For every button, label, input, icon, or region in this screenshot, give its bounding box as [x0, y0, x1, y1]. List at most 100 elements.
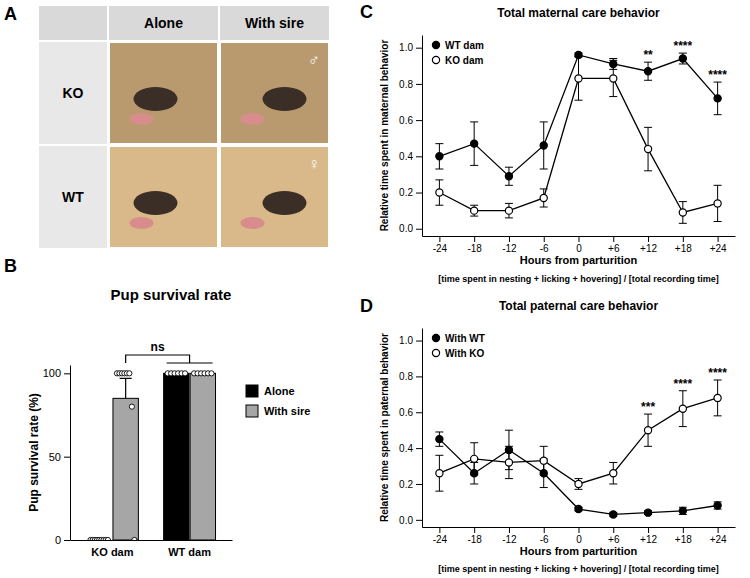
error-bar — [575, 479, 583, 490]
error-bar — [679, 391, 687, 427]
tick-label: -18 — [467, 534, 482, 545]
error-bar — [505, 446, 513, 478]
data-point — [575, 75, 582, 82]
tick-label: 0.4 — [399, 443, 413, 454]
tick-mark — [64, 373, 70, 374]
legend: WT damKO dam — [432, 40, 484, 66]
photo-mouse — [134, 191, 178, 215]
error-bar — [714, 380, 722, 416]
photo-pups — [241, 113, 265, 125]
data-point — [505, 173, 512, 180]
tick: 100 — [43, 367, 70, 379]
y-axis: 050100 — [43, 366, 71, 547]
data-point — [644, 145, 651, 152]
data-point — [436, 436, 443, 443]
tick-label: -18 — [467, 243, 482, 254]
plot-area — [435, 51, 721, 223]
tick-mark — [613, 527, 614, 533]
error-bar — [435, 144, 443, 169]
data-point — [105, 537, 110, 540]
tick-label: 100 — [43, 367, 61, 379]
legend-marker — [432, 56, 439, 63]
tick: -18 — [467, 527, 482, 545]
tick-mark — [416, 48, 422, 49]
data-point — [540, 194, 547, 201]
significance-label: **** — [673, 377, 692, 391]
tick-label: +12 — [640, 534, 657, 545]
tick-mark — [718, 527, 719, 533]
photo-pups — [241, 217, 265, 229]
tick-label: 1.0 — [399, 42, 413, 53]
photo — [220, 146, 329, 248]
error-bar — [714, 82, 722, 115]
error-bar — [644, 127, 652, 170]
tick: 0.8 — [399, 371, 422, 382]
tick-mark — [416, 341, 422, 342]
tick-label: 0.6 — [399, 407, 413, 418]
data-point — [714, 394, 721, 401]
data-point — [471, 140, 478, 147]
photo — [109, 146, 218, 248]
tick: +6 — [608, 527, 620, 545]
data-point — [540, 457, 547, 464]
tick-mark — [64, 540, 70, 541]
data-point — [129, 404, 134, 409]
significance-label: ** — [643, 48, 653, 62]
tick-label: 0.6 — [399, 115, 413, 126]
tick: -6 — [540, 236, 549, 254]
column-header-cell — [108, 5, 219, 41]
tick: 1.0 — [399, 42, 422, 53]
legend: AloneWith sire — [246, 385, 310, 417]
error-bar — [435, 432, 443, 446]
tick-label: +18 — [675, 243, 692, 254]
tick: 0.6 — [399, 407, 422, 418]
data-point — [182, 371, 187, 376]
tick: -24 — [433, 527, 448, 545]
tick: KO dam — [91, 546, 133, 558]
error-bar — [470, 122, 478, 165]
chart-title: Total paternal care behavior — [499, 299, 658, 313]
error-bar — [435, 180, 443, 205]
tick: 50 — [49, 451, 70, 463]
legend-label: With KO — [445, 348, 485, 359]
x-axis: -24-18-12-60+6+12+18+24 — [423, 527, 736, 545]
tick-label: +6 — [608, 243, 620, 254]
legend-label: With sire — [264, 405, 310, 417]
tick-label: -12 — [502, 243, 517, 254]
photo-mouse — [263, 191, 307, 215]
legend-swatch — [246, 405, 258, 417]
tick: 0.2 — [399, 479, 422, 490]
x-axis-title: Hours from parturition — [520, 254, 638, 266]
tick-mark — [683, 236, 684, 242]
data-point — [610, 60, 617, 67]
legend-label: KO dam — [445, 55, 483, 66]
tick-label: 0.0 — [399, 223, 413, 234]
column-header: Alone — [144, 15, 183, 31]
sire-symbol: ♂ — [308, 51, 320, 68]
data-point — [714, 200, 721, 207]
tick-label: 0.8 — [399, 371, 413, 382]
data-point — [505, 207, 512, 214]
data-point — [644, 509, 651, 516]
legend: With WTWith KO — [432, 333, 485, 359]
panel-label: D — [360, 296, 373, 316]
tick: -18 — [467, 236, 482, 254]
data-point — [679, 209, 686, 216]
data-point — [610, 75, 617, 82]
tick-label: 0 — [576, 534, 582, 545]
photo-mouse — [134, 87, 178, 111]
data-point — [679, 507, 686, 514]
tick-mark — [474, 236, 475, 242]
tick: 0.0 — [399, 223, 422, 234]
tick-label: -24 — [433, 534, 448, 545]
plot-area — [88, 371, 216, 540]
tick-mark — [416, 484, 422, 485]
y-axis-title: Pup survival rate (%) — [27, 393, 41, 512]
row-header: WT — [62, 189, 84, 205]
sire-symbol: ♀ — [308, 155, 320, 172]
y-axis-title: Relative time spent in paternal behavior — [379, 333, 390, 522]
data-point — [436, 189, 443, 196]
data-point — [644, 68, 651, 75]
tick: 0.4 — [399, 151, 422, 162]
photo-pups — [130, 113, 154, 125]
